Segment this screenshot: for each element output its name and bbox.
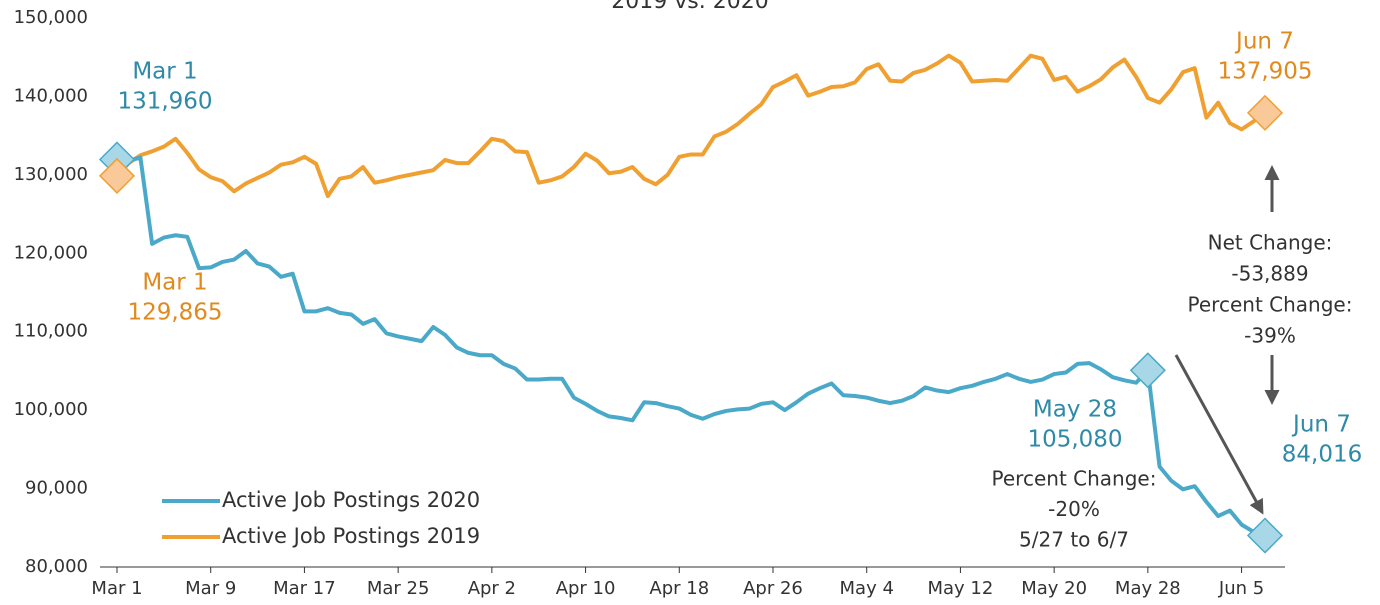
x-tick-label: Mar 25 bbox=[367, 578, 430, 599]
x-tick-label: May 4 bbox=[840, 578, 894, 599]
series-line bbox=[115, 53, 1267, 199]
annotation: Net Change: bbox=[1208, 231, 1333, 255]
point-marker bbox=[1246, 94, 1284, 131]
annotation: Jun 7 bbox=[1234, 29, 1294, 55]
y-tick-label: 110,000 bbox=[14, 321, 88, 342]
annotation: Mar 1 bbox=[132, 59, 197, 85]
point-marker bbox=[1246, 517, 1284, 554]
point-marker bbox=[98, 157, 136, 194]
annotation: May 28 bbox=[1033, 397, 1117, 423]
annotation: 129,865 bbox=[127, 300, 222, 326]
x-tick-label: Mar 1 bbox=[91, 578, 142, 599]
x-tick-label: Apr 2 bbox=[468, 578, 516, 599]
annotation: 5/27 to 6/7 bbox=[1019, 528, 1129, 552]
annotation: Jun 7 bbox=[1291, 412, 1351, 438]
x-tick-label: Jun 5 bbox=[1218, 578, 1264, 599]
annotation: -53,889 bbox=[1231, 262, 1308, 286]
legend-label: Active Job Postings 2020 bbox=[222, 488, 480, 512]
x-tick-label: Apr 26 bbox=[743, 578, 803, 599]
point-marker bbox=[1129, 352, 1166, 389]
y-tick-label: 150,000 bbox=[14, 7, 88, 28]
annotation: -20% bbox=[1048, 497, 1100, 521]
annotation: -39% bbox=[1244, 324, 1296, 348]
y-tick-label: 140,000 bbox=[14, 85, 88, 106]
annotation: 137,905 bbox=[1217, 59, 1312, 85]
x-tick-label: May 12 bbox=[928, 578, 994, 599]
arrow bbox=[1174, 354, 1264, 515]
y-tick-label: 130,000 bbox=[14, 164, 88, 185]
legend-label: Active Job Postings 2019 bbox=[222, 524, 480, 548]
y-tick-label: 100,000 bbox=[14, 399, 88, 420]
annotation: Percent Change: bbox=[992, 467, 1157, 491]
annotation: Percent Change: bbox=[1188, 293, 1353, 317]
chart-title: 2019 vs. 2020 bbox=[611, 0, 768, 14]
series-line bbox=[116, 155, 1266, 538]
y-tick-label: 80,000 bbox=[25, 556, 88, 577]
annotation: Mar 1 bbox=[142, 270, 207, 296]
x-tick-label: May 28 bbox=[1115, 578, 1181, 599]
annotation: 105,080 bbox=[1027, 427, 1122, 453]
annotation: 131,960 bbox=[117, 89, 212, 115]
y-tick-label: 90,000 bbox=[25, 478, 88, 499]
x-tick-label: Mar 17 bbox=[273, 578, 336, 599]
x-tick-label: Mar 9 bbox=[185, 578, 236, 599]
x-tick-label: May 20 bbox=[1021, 578, 1087, 599]
x-tick-label: Apr 18 bbox=[649, 578, 709, 599]
x-tick-label: Apr 10 bbox=[556, 578, 616, 599]
y-tick-label: 120,000 bbox=[14, 242, 88, 263]
annotation: 84,016 bbox=[1282, 442, 1362, 468]
